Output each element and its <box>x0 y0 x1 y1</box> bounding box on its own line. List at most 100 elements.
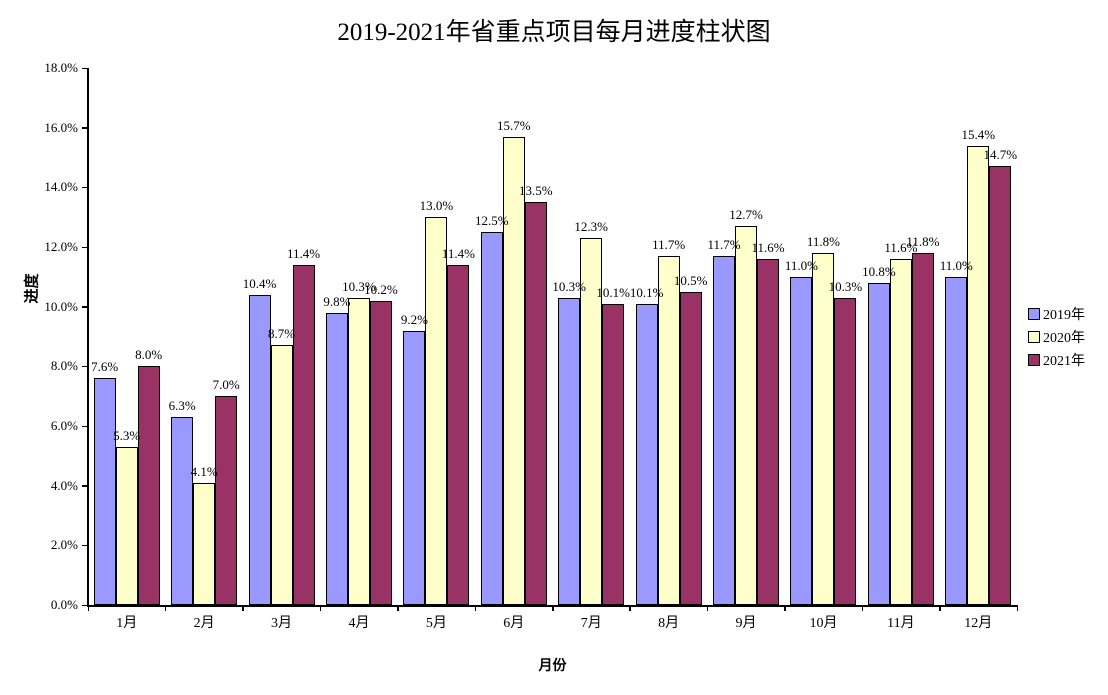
y-axis-tick <box>82 365 87 368</box>
bar <box>524 202 547 605</box>
bar-value-label: 10.2% <box>364 281 398 297</box>
bar-value-label: 12.7% <box>729 207 763 223</box>
bar-value-label: 14.7% <box>983 147 1018 163</box>
bar-value-label: 10.1% <box>629 284 664 300</box>
x-axis-tick <box>784 605 786 611</box>
bar <box>757 258 780 605</box>
legend: 2019年 2020年 2021年 <box>1028 304 1085 373</box>
legend-label: 2019年 <box>1043 308 1085 323</box>
y-tick-label: 12.0% <box>44 239 78 254</box>
x-tick-label: 1月 <box>116 616 138 631</box>
bar <box>193 482 216 605</box>
bar-value-label: 10.3% <box>552 278 586 294</box>
bar-value-label: 10.3% <box>828 278 863 294</box>
x-axis-title: 月份 <box>538 657 567 673</box>
bar <box>679 291 702 605</box>
x-tick-label: 5月 <box>425 616 447 631</box>
bar <box>215 396 238 605</box>
y-tick-label: 10.0% <box>44 298 78 314</box>
bar-value-label: 11.4% <box>441 245 475 261</box>
bar-value-label: 12.5% <box>474 213 509 229</box>
bar-value-label: 9.8% <box>323 293 351 309</box>
bar-value-label: 11.0% <box>784 257 819 273</box>
bar <box>889 258 912 605</box>
y-axis-tick <box>82 186 87 189</box>
y-tick-label: 2.0% <box>50 537 78 553</box>
bar <box>325 312 348 605</box>
x-tick-label: 12月 <box>964 616 993 631</box>
bar <box>292 264 315 605</box>
bar-value-label: 11.7% <box>707 236 741 252</box>
bar <box>945 276 968 605</box>
bar <box>812 252 835 605</box>
bar-value-label: 6.3% <box>168 398 196 414</box>
bar <box>790 276 813 605</box>
y-tick-label: 4.0% <box>50 477 78 493</box>
legend-item: 2019年 <box>1028 304 1085 324</box>
bar <box>989 166 1012 605</box>
bar <box>602 303 625 605</box>
bar <box>502 136 525 605</box>
bar-value-label: 9.2% <box>400 311 428 327</box>
x-tick-label: 8月 <box>658 616 680 631</box>
y-tick-label: 8.0% <box>50 358 78 374</box>
y-axis-tick <box>82 485 87 487</box>
legend-label: 2021年 <box>1043 354 1085 369</box>
bar <box>480 232 503 605</box>
y-axis-tick <box>82 127 87 129</box>
y-tick-label: 14.0% <box>44 179 78 195</box>
y-axis-tick <box>82 604 87 606</box>
legend-item: 2021年 <box>1028 350 1085 370</box>
bar-value-label: 12.3% <box>574 219 608 235</box>
bar-value-label: 8.7% <box>267 326 296 342</box>
bar <box>248 294 271 605</box>
bar-value-label: 13.0% <box>419 198 454 214</box>
x-tick-label: 10月 <box>809 616 838 631</box>
legend-item: 2020年 <box>1028 327 1085 347</box>
bar-value-label: 11.4% <box>286 245 321 261</box>
x-tick-label: 9月 <box>735 616 757 631</box>
bar-value-label: 10.1% <box>596 284 630 300</box>
bar <box>580 238 603 605</box>
bar <box>93 378 116 605</box>
bar-value-label: 13.5% <box>518 183 553 199</box>
chart-title: 2019-2021年省重点项目每月进度柱状图 <box>337 19 771 46</box>
bar-value-label: 11.0% <box>939 257 973 273</box>
bar <box>713 255 736 605</box>
bar <box>347 297 370 605</box>
x-axis-tick <box>397 605 399 611</box>
bar <box>369 300 392 605</box>
bar-value-label: 15.7% <box>496 117 531 133</box>
x-axis-tick <box>939 605 941 611</box>
bar-value-label: 4.1% <box>190 463 218 479</box>
y-axis-tick <box>82 306 87 308</box>
bar <box>735 226 758 605</box>
x-axis-tick <box>706 605 709 611</box>
bar <box>137 366 160 605</box>
bar <box>867 282 890 605</box>
bar-value-label: 10.8% <box>862 263 896 279</box>
x-axis-tick <box>87 605 89 611</box>
x-tick-label: 6月 <box>503 616 525 631</box>
bar-value-label: 7.6% <box>91 359 119 375</box>
x-axis-tick <box>629 605 631 611</box>
bar-value-label: 10.3% <box>342 278 376 294</box>
y-tick-label: 16.0% <box>44 119 78 135</box>
x-axis-tick <box>552 605 554 611</box>
x-axis-tick <box>164 605 167 611</box>
y-axis-tick <box>82 544 87 547</box>
bar <box>967 145 990 605</box>
bar <box>115 446 138 605</box>
x-tick-label: 4月 <box>348 616 370 631</box>
bar-value-label: 10.4% <box>242 275 277 291</box>
bar-value-label: 8.0% <box>135 347 163 363</box>
bar-value-label: 7.0% <box>212 377 240 393</box>
x-axis-tick <box>474 605 477 611</box>
bar <box>447 264 470 605</box>
bar <box>425 217 448 605</box>
bar-value-label: 11.7% <box>652 236 686 252</box>
bar <box>911 252 934 605</box>
y-tick-label: 18.0% <box>44 60 78 75</box>
